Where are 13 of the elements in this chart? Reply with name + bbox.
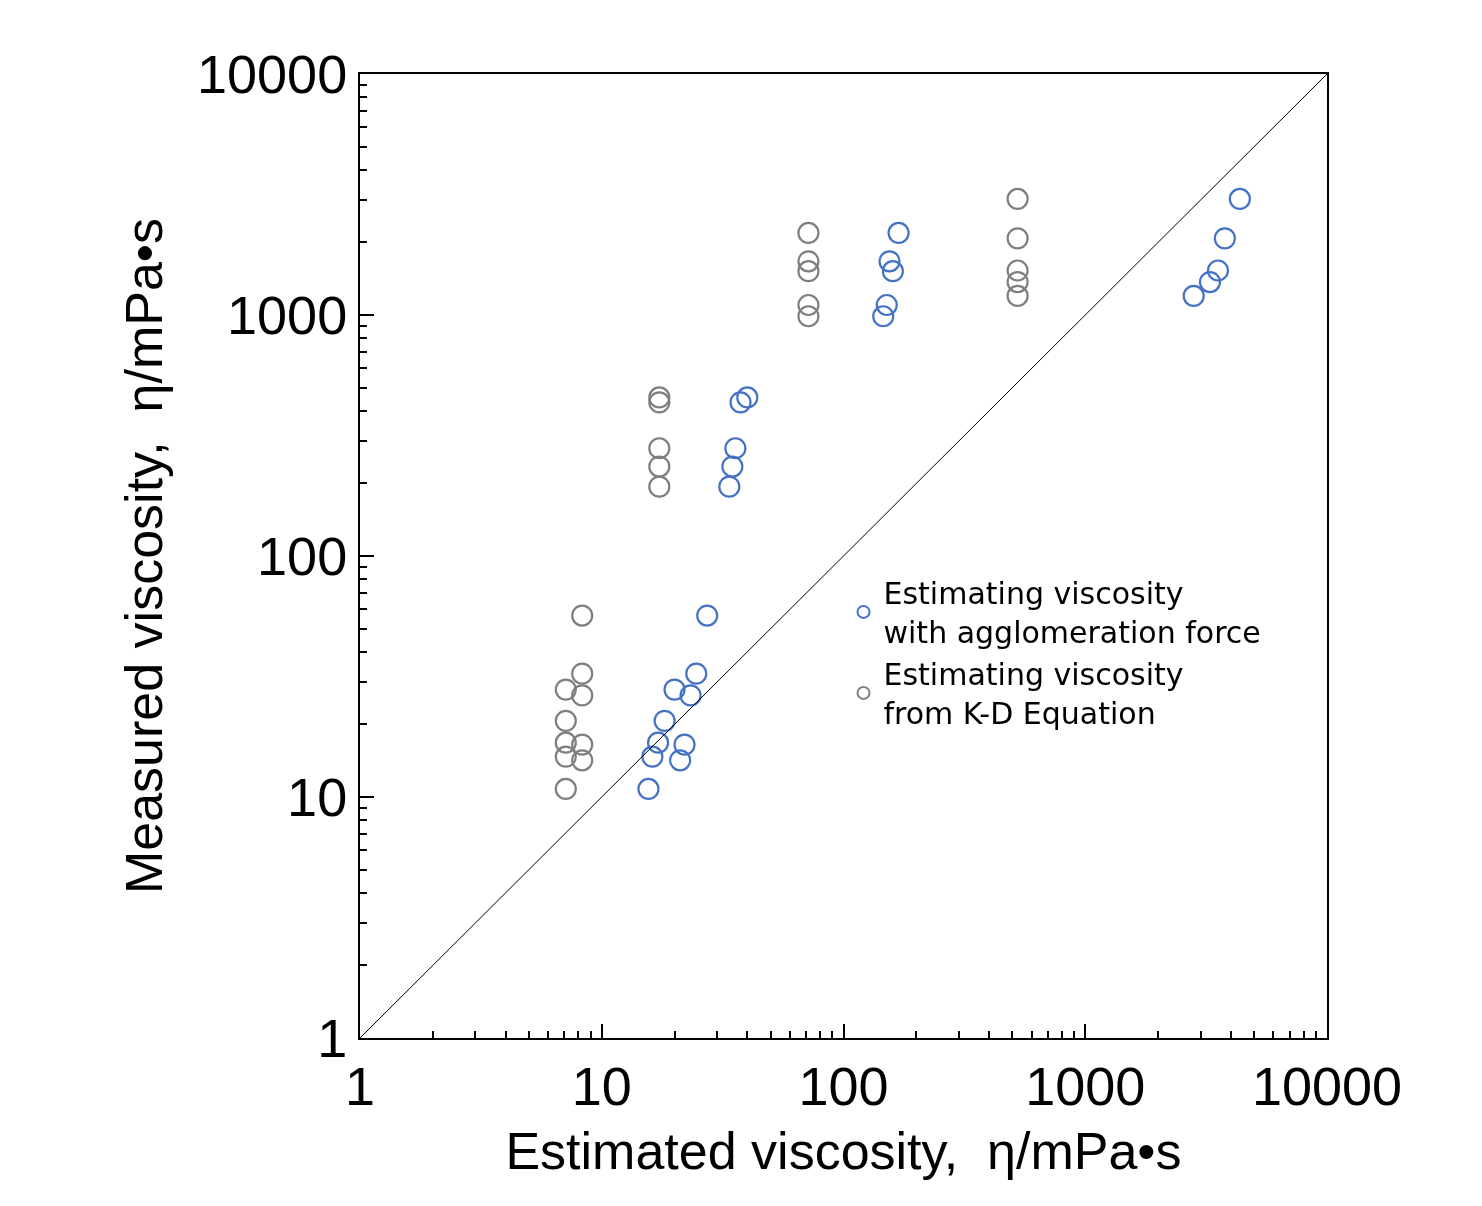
legend-label: Estimating viscosity with agglomeration force (883, 576, 1261, 651)
x-tick-label: 10 (571, 1055, 632, 1116)
y-tick-label: 10000 (197, 43, 348, 104)
legend-label: Estimating viscosity from K-D Equation (883, 657, 1184, 732)
y-tick-label: 100 (257, 525, 348, 586)
x-tick-label: 100 (798, 1055, 889, 1116)
x-tick-label: 10000 (1251, 1055, 1403, 1116)
y-axis-title: Measured viscosity, η/mPa•s (114, 217, 173, 895)
x-tick-label: 1000 (1025, 1055, 1146, 1116)
y-tick-label: 10 (287, 766, 348, 827)
y-tick-label: 1 (317, 1007, 348, 1068)
y-tick-label: 1000 (227, 284, 348, 345)
x-axis-title: Estimated viscosity, η/mPa•s (505, 1122, 1182, 1181)
